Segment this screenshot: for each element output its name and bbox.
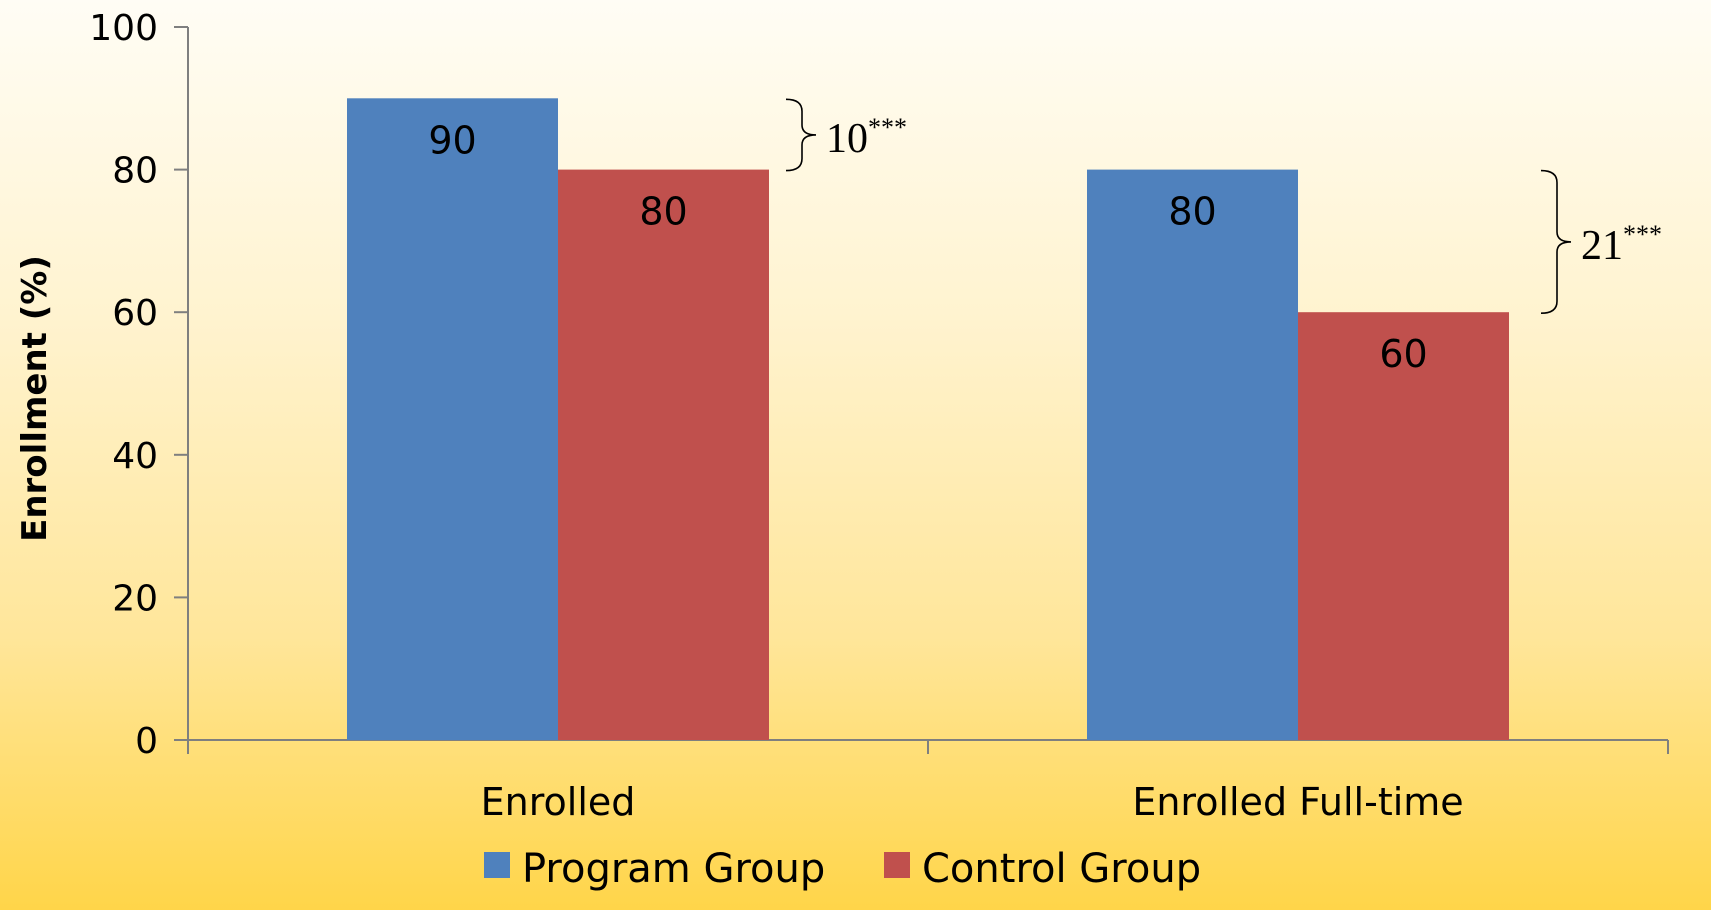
data-label: 90: [428, 118, 476, 162]
y-tick-label: 40: [112, 436, 158, 477]
x-category-label: Enrolled Full-time: [1132, 780, 1463, 824]
y-axis-label: Enrollment (%): [15, 255, 55, 542]
data-label: 80: [639, 190, 687, 234]
difference-value: 10: [826, 116, 868, 162]
bar-control-group-0: [558, 169, 769, 741]
bar-control-group-1: [1298, 312, 1509, 740]
difference-annotation: 21***: [1581, 220, 1662, 269]
y-tick-label: 20: [112, 578, 158, 619]
y-tick-label: 60: [112, 293, 158, 334]
bar-program-group-1: [1087, 169, 1298, 741]
bar-program-group-0: [347, 98, 558, 741]
legend-label: Control Group: [922, 846, 1201, 892]
significance-marker: ***: [1623, 220, 1662, 249]
significance-marker: ***: [868, 113, 907, 142]
difference-bracket: [1540, 169, 1572, 314]
data-label: 60: [1379, 332, 1427, 376]
y-tick-label: 80: [112, 151, 158, 192]
x-category-label: Enrolled: [481, 780, 636, 824]
legend-swatch: [484, 852, 510, 878]
data-label: 80: [1168, 190, 1216, 234]
y-tick-label: 100: [89, 8, 158, 49]
difference-bracket: [785, 98, 817, 172]
difference-value: 21: [1581, 223, 1623, 269]
legend-label: Program Group: [522, 846, 825, 892]
y-tick-label: 0: [135, 721, 158, 762]
legend-swatch: [884, 852, 910, 878]
difference-annotation: 10***: [826, 113, 907, 162]
